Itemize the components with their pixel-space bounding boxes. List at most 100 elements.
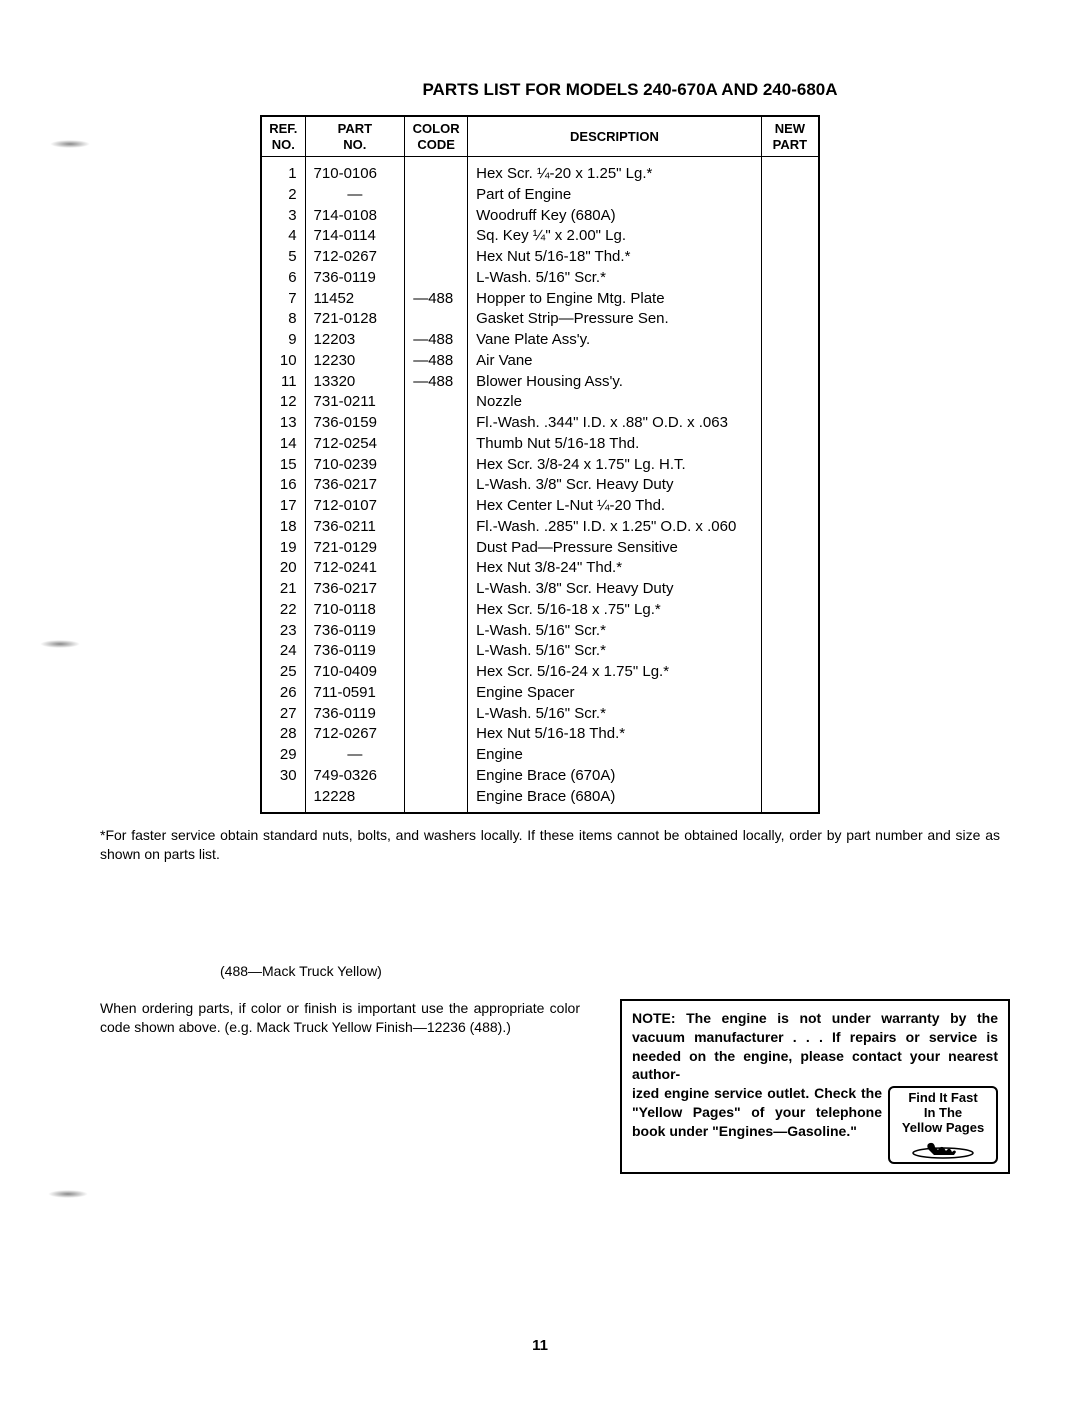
cell-ref: 1 — [261, 157, 305, 185]
cell-color — [405, 226, 468, 247]
ordering-note: When ordering parts, if color or finish … — [100, 999, 580, 1037]
cell-new — [761, 247, 819, 268]
cell-desc: L-Wash. 3/8" Scr. Heavy Duty — [468, 579, 762, 600]
table-row: 28712-0267Hex Nut 5/16-18 Thd.* — [261, 724, 819, 745]
cell-ref: 5 — [261, 247, 305, 268]
cell-color — [405, 538, 468, 559]
table-row: 3714-0108Woodruff Key (680A) — [261, 206, 819, 227]
table-row: 18736-0211Fl.-Wash. .285" I.D. x 1.25" O… — [261, 517, 819, 538]
cell-new — [761, 351, 819, 372]
table-row: 17712-0107Hex Center L-Nut ¼-20 Thd. — [261, 496, 819, 517]
cell-ref: 14 — [261, 434, 305, 455]
cell-color — [405, 157, 468, 185]
cell-new — [761, 157, 819, 185]
cell-desc: Engine Brace (680A) — [468, 787, 762, 814]
cell-ref: 29 — [261, 745, 305, 766]
cell-ref: 19 — [261, 538, 305, 559]
yp-line3: Yellow Pages — [892, 1121, 994, 1136]
cell-ref: 11 — [261, 372, 305, 393]
cell-ref: 23 — [261, 621, 305, 642]
table-row: 21736-0217L-Wash. 3/8" Scr. Heavy Duty — [261, 579, 819, 600]
cell-part: 749-0326 — [305, 766, 405, 787]
parts-table: REF.NO. PARTNO. COLORCODE DESCRIPTION NE… — [260, 115, 820, 814]
cell-new — [761, 268, 819, 289]
cell-part: 710-0409 — [305, 662, 405, 683]
cell-desc: L-Wash. 3/8" Scr. Heavy Duty — [468, 475, 762, 496]
cell-desc: Hex Center L-Nut ¼-20 Thd. — [468, 496, 762, 517]
table-row: 912203—488Vane Plate Ass'y. — [261, 330, 819, 351]
cell-desc: Part of Engine — [468, 185, 762, 206]
cell-part: 712-0267 — [305, 247, 405, 268]
cell-new — [761, 455, 819, 476]
cell-color — [405, 766, 468, 787]
cell-desc: Engine Brace (670A) — [468, 766, 762, 787]
cell-part: 714-0108 — [305, 206, 405, 227]
cell-new — [761, 289, 819, 310]
cell-ref: 7 — [261, 289, 305, 310]
table-row: 711452—488Hopper to Engine Mtg. Plate — [261, 289, 819, 310]
cell-desc: L-Wash. 5/16" Scr.* — [468, 621, 762, 642]
cell-ref: 13 — [261, 413, 305, 434]
table-row: 4714-0114Sq. Key ¼" x 2.00" Lg. — [261, 226, 819, 247]
cell-ref: 26 — [261, 683, 305, 704]
cell-part: 736-0119 — [305, 704, 405, 725]
cell-desc: Dust Pad—Pressure Sensitive — [468, 538, 762, 559]
cell-color: —488 — [405, 289, 468, 310]
cell-new — [761, 538, 819, 559]
cell-new — [761, 413, 819, 434]
table-row: 24736-0119L-Wash. 5/16" Scr.* — [261, 641, 819, 662]
cell-new — [761, 558, 819, 579]
cell-desc: L-Wash. 5/16" Scr.* — [468, 641, 762, 662]
cell-desc: Gasket Strip—Pressure Sen. — [468, 309, 762, 330]
cell-desc: Vane Plate Ass'y. — [468, 330, 762, 351]
cell-ref: 8 — [261, 309, 305, 330]
cell-new — [761, 745, 819, 766]
cell-part: 711-0591 — [305, 683, 405, 704]
cell-ref: 6 — [261, 268, 305, 289]
table-row: 14712-0254Thumb Nut 5/16-18 Thd. — [261, 434, 819, 455]
cell-part: 736-0217 — [305, 475, 405, 496]
cell-ref — [261, 787, 305, 814]
cell-color — [405, 455, 468, 476]
table-row: 12228 Engine Brace (680A) — [261, 787, 819, 814]
cell-new — [761, 662, 819, 683]
cell-desc: Hex Scr. 5/16-18 x .75" Lg.* — [468, 600, 762, 621]
cell-new — [761, 517, 819, 538]
table-row: 1113320—488Blower Housing Ass'y. — [261, 372, 819, 393]
cell-color — [405, 683, 468, 704]
cell-ref: 24 — [261, 641, 305, 662]
table-row: 1710-0106Hex Scr. ¼-20 x 1.25" Lg.* — [261, 157, 819, 185]
table-row: 27736-0119L-Wash. 5/16" Scr.* — [261, 704, 819, 725]
page-number: 11 — [0, 1337, 1080, 1354]
cell-new — [761, 392, 819, 413]
cell-desc: Thumb Nut 5/16-18 Thd. — [468, 434, 762, 455]
cell-color — [405, 475, 468, 496]
cell-desc: Engine Spacer — [468, 683, 762, 704]
cell-ref: 25 — [261, 662, 305, 683]
col-header-color: COLORCODE — [405, 116, 468, 157]
warranty-box: NOTE: The engine is not under warranty b… — [620, 999, 1010, 1174]
cell-part: 736-0217 — [305, 579, 405, 600]
cell-color — [405, 600, 468, 621]
table-row: 2—Part of Engine — [261, 185, 819, 206]
cell-ref: 30 — [261, 766, 305, 787]
yellow-pages-logo: Find It Fast In The Yellow Pages — [888, 1086, 998, 1164]
cell-part: 736-0211 — [305, 517, 405, 538]
table-row: 20712-0241Hex Nut 3/8-24" Thd.* — [261, 558, 819, 579]
cell-part: 12203 — [305, 330, 405, 351]
cell-ref: 10 — [261, 351, 305, 372]
cell-color: —488 — [405, 330, 468, 351]
cell-color — [405, 309, 468, 330]
cell-part: 12228 — [305, 787, 405, 814]
table-row: 12731-0211Nozzle — [261, 392, 819, 413]
cell-new — [761, 579, 819, 600]
fingers-icon — [908, 1138, 978, 1160]
cell-part: 721-0128 — [305, 309, 405, 330]
cell-ref: 27 — [261, 704, 305, 725]
table-row: 1012230—488Air Vane — [261, 351, 819, 372]
cell-color — [405, 621, 468, 642]
cell-desc: Blower Housing Ass'y. — [468, 372, 762, 393]
col-header-new: NEWPART — [761, 116, 819, 157]
col-header-ref: REF.NO. — [261, 116, 305, 157]
cell-color: —488 — [405, 351, 468, 372]
